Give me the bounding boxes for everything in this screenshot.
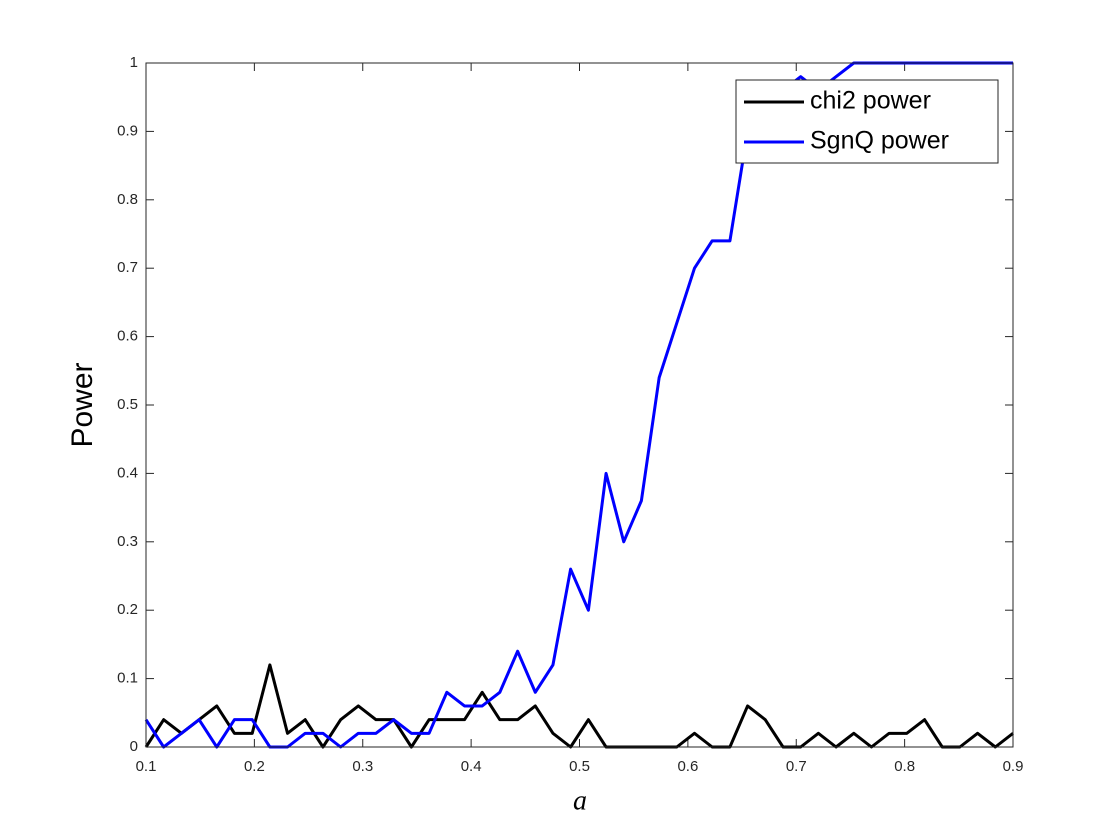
x-tick-label: 0.2	[244, 758, 265, 775]
y-tick-label: 0.3	[117, 533, 138, 550]
legend-label: SgnQ power	[810, 127, 949, 155]
x-tick-label: 0.3	[352, 758, 373, 775]
y-tick-label: 0.5	[117, 396, 138, 413]
x-axis-label: a	[573, 785, 587, 816]
y-tick-label: 0.8	[117, 191, 138, 208]
x-tick-label: 0.9	[1003, 758, 1024, 775]
axes-box	[145, 62, 1014, 748]
x-tick-label: 0.7	[786, 758, 807, 775]
x-tick-label: 0.1	[136, 758, 157, 775]
y-tick-label: 0.6	[117, 328, 138, 345]
series-line	[144, 663, 1014, 749]
legend-box	[735, 79, 999, 164]
legend-label: chi2 power	[810, 87, 931, 115]
y-axis-label: Power	[66, 362, 99, 447]
x-tick-label: 0.5	[569, 758, 590, 775]
x-tick-label: 0.6	[677, 758, 698, 775]
y-tick-label: 0.9	[117, 122, 138, 139]
y-tick-label: 1	[130, 54, 138, 71]
y-tick-label: 0.4	[117, 464, 138, 481]
plot-area	[146, 63, 1013, 747]
x-tick-label: 0.8	[894, 758, 915, 775]
y-tick-label: 0	[130, 738, 138, 755]
y-tick-label: 0.7	[117, 259, 138, 276]
y-tick-label: 0.1	[117, 670, 138, 687]
x-tick-label: 0.4	[461, 758, 482, 775]
y-tick-label: 0.2	[117, 601, 138, 618]
